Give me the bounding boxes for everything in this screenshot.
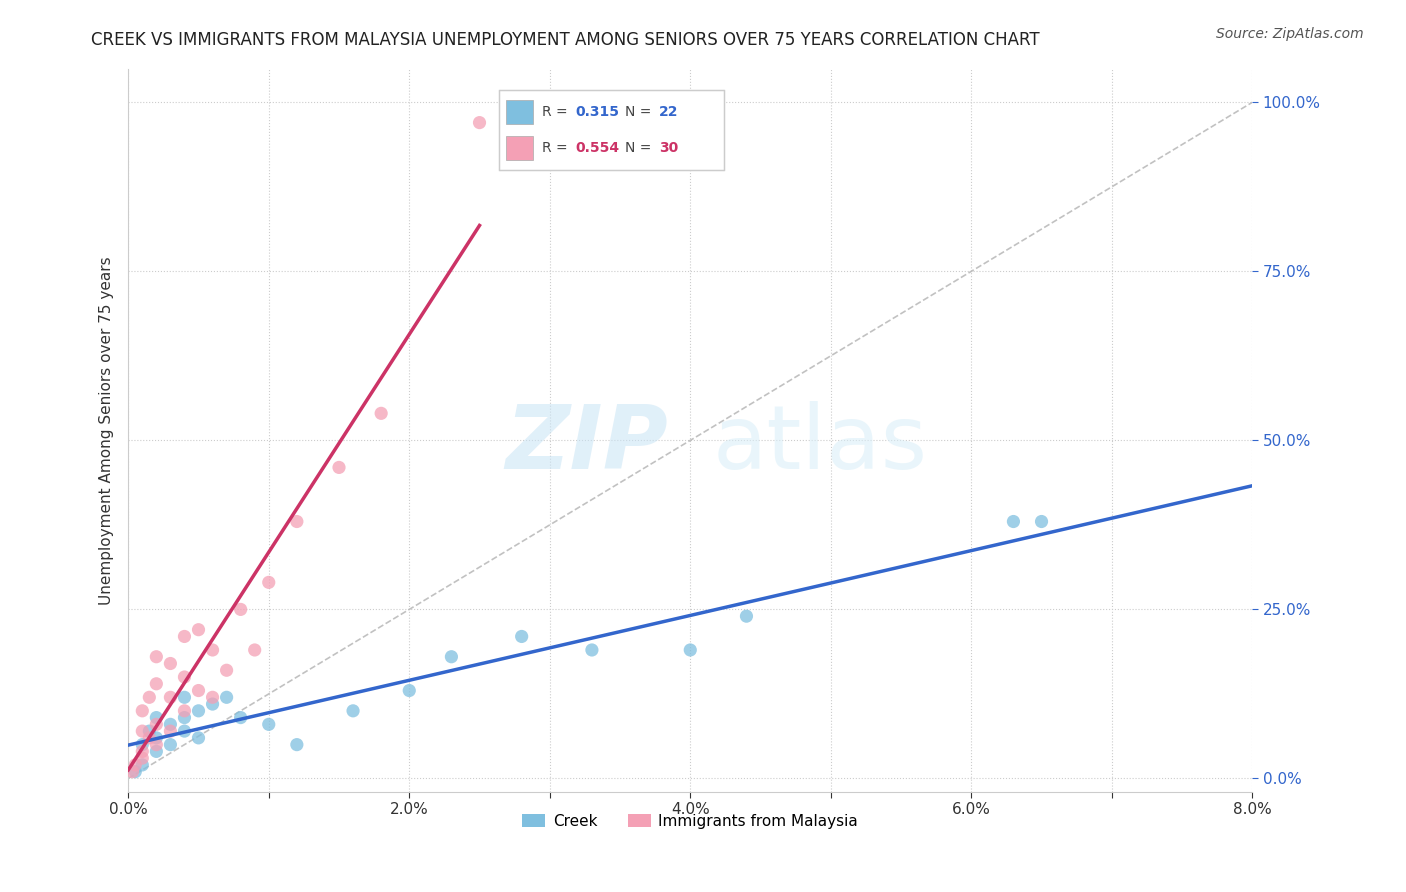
Point xyxy=(215,690,238,705)
Point xyxy=(370,406,392,420)
Point xyxy=(285,515,308,529)
Point xyxy=(1002,515,1025,529)
Point xyxy=(398,683,420,698)
Point xyxy=(145,717,167,731)
Point xyxy=(257,717,280,731)
Point xyxy=(243,643,266,657)
Point xyxy=(145,677,167,691)
Point xyxy=(138,731,160,745)
Point xyxy=(201,643,224,657)
Point xyxy=(159,690,181,705)
Point xyxy=(173,704,195,718)
Point xyxy=(159,738,181,752)
Text: atlas: atlas xyxy=(713,401,928,488)
Point xyxy=(131,724,153,739)
Point xyxy=(131,751,153,765)
Point xyxy=(468,115,491,129)
Text: Source: ZipAtlas.com: Source: ZipAtlas.com xyxy=(1216,27,1364,41)
Point xyxy=(138,724,160,739)
Point xyxy=(735,609,758,624)
Point xyxy=(131,744,153,758)
Point xyxy=(173,630,195,644)
Point xyxy=(131,738,153,752)
Point xyxy=(131,758,153,772)
Point xyxy=(145,710,167,724)
Point xyxy=(1031,515,1053,529)
Point xyxy=(342,704,364,718)
Point xyxy=(145,649,167,664)
Point xyxy=(159,724,181,739)
Point xyxy=(131,704,153,718)
Point xyxy=(201,697,224,711)
Point xyxy=(440,649,463,664)
Point xyxy=(124,758,146,772)
Legend: Creek, Immigrants from Malaysia: Creek, Immigrants from Malaysia xyxy=(516,807,865,835)
Point xyxy=(285,738,308,752)
Point xyxy=(187,623,209,637)
Point xyxy=(328,460,350,475)
Point xyxy=(229,602,252,616)
Point xyxy=(145,744,167,758)
Point xyxy=(187,704,209,718)
Point xyxy=(173,670,195,684)
Point xyxy=(145,738,167,752)
Text: CREEK VS IMMIGRANTS FROM MALAYSIA UNEMPLOYMENT AMONG SENIORS OVER 75 YEARS CORRE: CREEK VS IMMIGRANTS FROM MALAYSIA UNEMPL… xyxy=(91,31,1040,49)
Point xyxy=(145,731,167,745)
Point xyxy=(173,690,195,705)
Point xyxy=(121,764,143,779)
Point xyxy=(201,690,224,705)
Text: ZIP: ZIP xyxy=(505,401,668,488)
Point xyxy=(679,643,702,657)
Point xyxy=(173,710,195,724)
Point xyxy=(229,710,252,724)
Y-axis label: Unemployment Among Seniors over 75 years: Unemployment Among Seniors over 75 years xyxy=(100,256,114,605)
Point xyxy=(159,657,181,671)
Point xyxy=(581,643,603,657)
Point xyxy=(510,630,533,644)
Point xyxy=(187,683,209,698)
Point xyxy=(159,717,181,731)
Point xyxy=(138,690,160,705)
Point xyxy=(257,575,280,590)
Point xyxy=(124,764,146,779)
Point xyxy=(187,731,209,745)
Point xyxy=(215,663,238,677)
Point xyxy=(173,724,195,739)
